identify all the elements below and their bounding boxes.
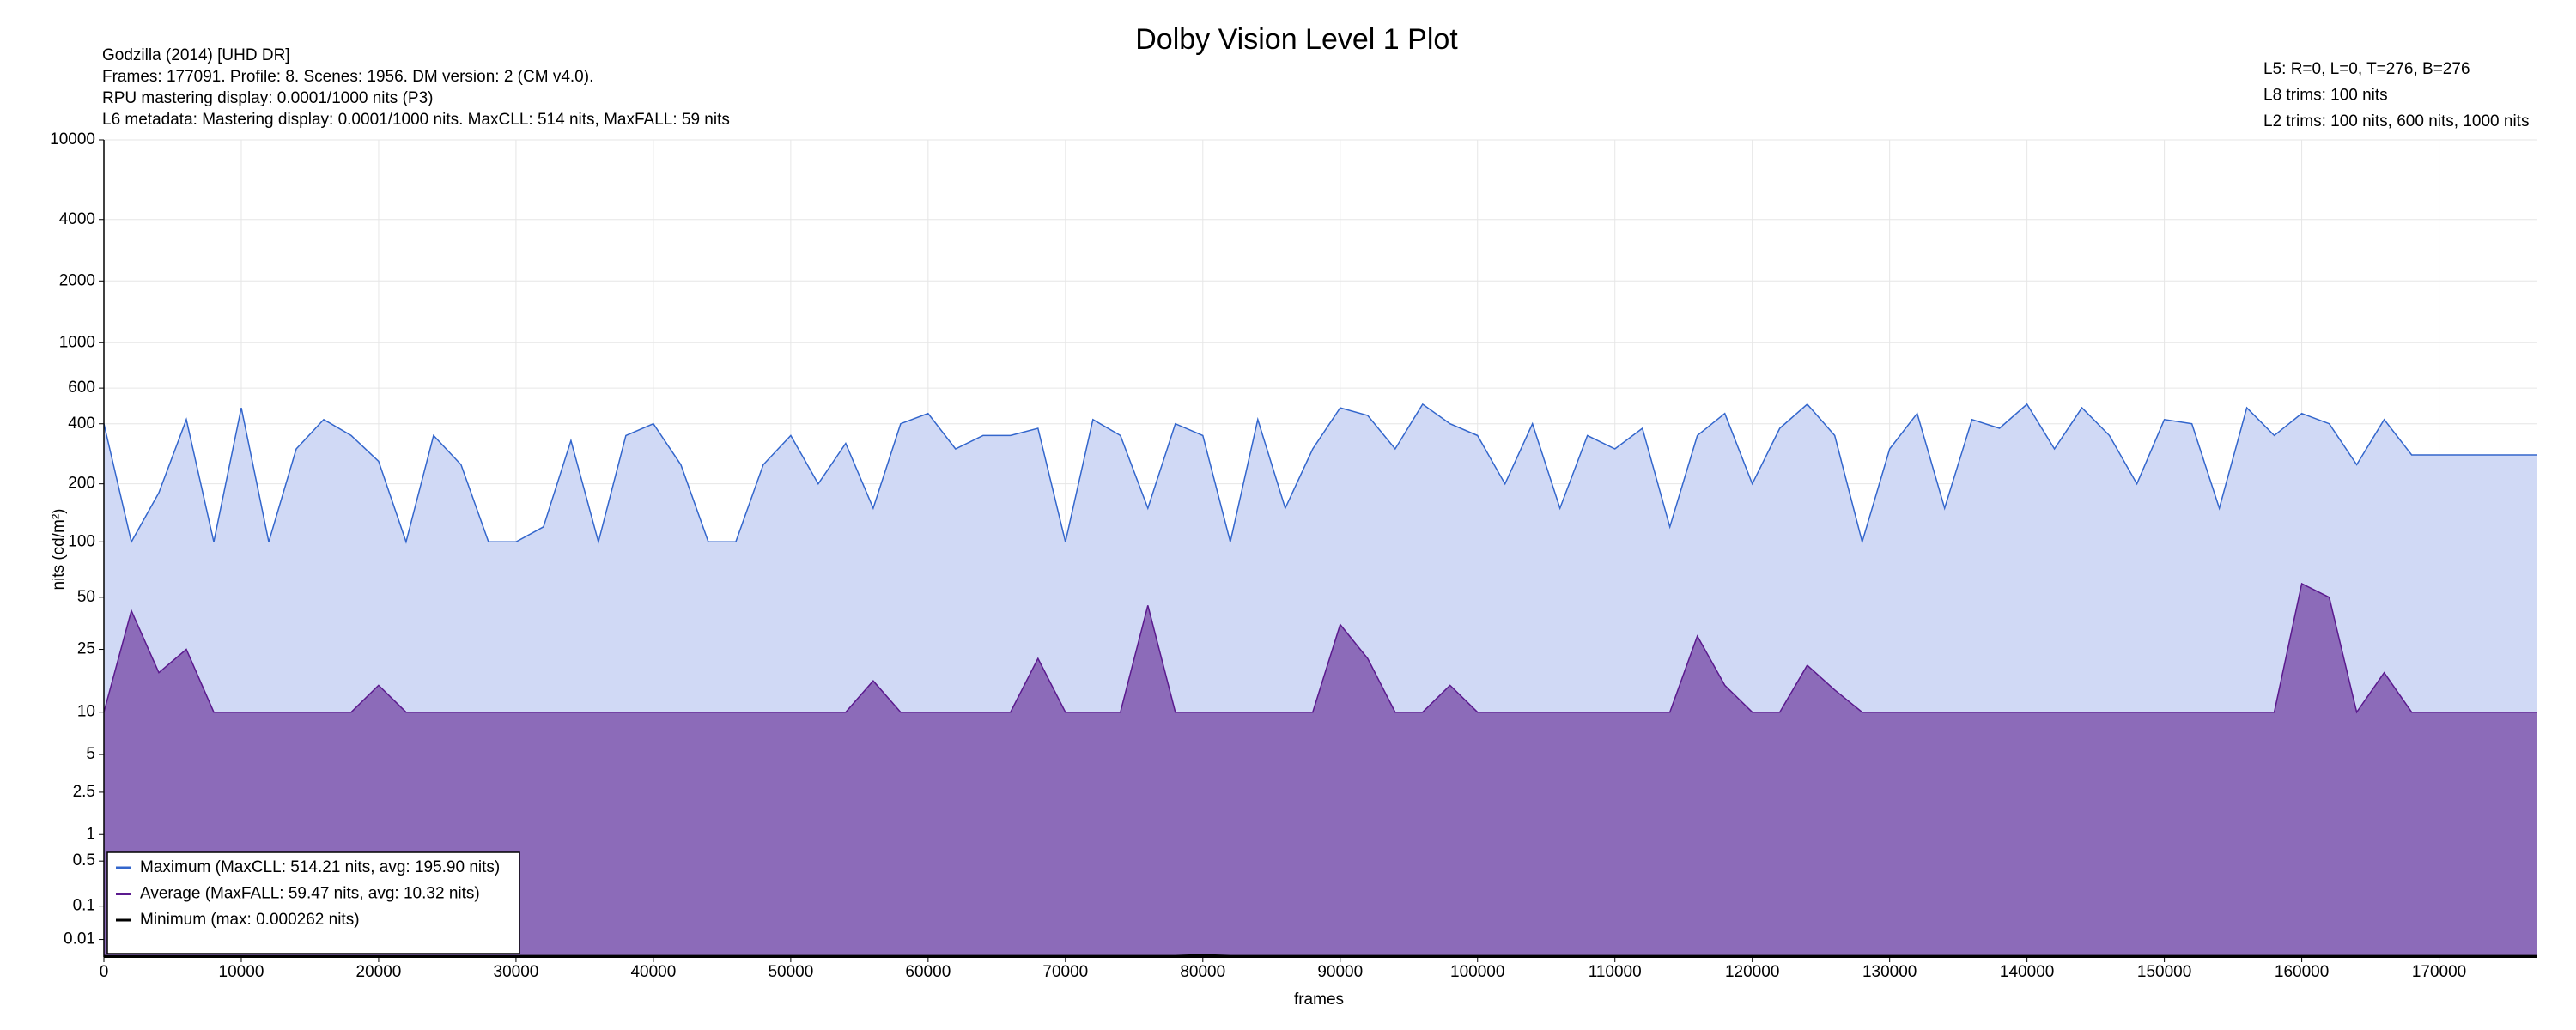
y-tick-label: 1	[86, 825, 95, 843]
legend-label: Average (MaxFALL: 59.47 nits, avg: 10.32…	[140, 885, 480, 903]
info-left: RPU mastering display: 0.0001/1000 nits …	[102, 89, 433, 107]
y-tick-label: 200	[68, 475, 95, 493]
x-tick-label: 100000	[1450, 963, 1504, 981]
info-left: L6 metadata: Mastering display: 0.0001/1…	[102, 111, 730, 129]
series-line	[104, 954, 2537, 957]
x-tick-label: 70000	[1042, 963, 1088, 981]
y-tick-label: 50	[77, 588, 95, 606]
y-tick-label: 2000	[59, 271, 95, 289]
y-tick-label: 0.5	[73, 851, 95, 869]
x-tick-label: 160000	[2275, 963, 2329, 981]
info-right: L2 trims: 100 nits, 600 nits, 1000 nits	[2263, 112, 2529, 130]
y-tick-label: 1000	[59, 333, 95, 351]
y-tick-label: 100	[68, 532, 95, 550]
y-tick-label: 5	[86, 745, 95, 763]
x-tick-label: 140000	[2000, 963, 2054, 981]
x-tick-label: 150000	[2137, 963, 2191, 981]
x-tick-label: 80000	[1180, 963, 1225, 981]
series-area	[104, 584, 2537, 957]
info-right: L5: R=0, L=0, T=276, B=276	[2263, 60, 2470, 78]
y-tick-label: 4000	[59, 210, 95, 228]
y-tick-label: 0.1	[73, 897, 95, 915]
x-tick-label: 20000	[356, 963, 402, 981]
legend: Maximum (MaxCLL: 514.21 nits, avg: 195.9…	[106, 851, 520, 954]
x-tick-label: 170000	[2412, 963, 2466, 981]
y-tick-label: 0.01	[64, 930, 95, 948]
x-tick-label: 90000	[1317, 963, 1363, 981]
y-tick-label: 400	[68, 415, 95, 433]
x-tick-label: 10000	[219, 963, 264, 981]
y-tick-label: 10	[77, 703, 95, 721]
y-tick-label: 2.5	[73, 783, 95, 801]
y-tick-label: 25	[77, 640, 95, 658]
info-left: Godzilla (2014) [UHD DR]	[102, 46, 290, 64]
x-tick-label: 110000	[1589, 963, 1642, 981]
x-axis-label: frames	[1294, 991, 1344, 1009]
x-tick-label: 50000	[768, 963, 813, 981]
info-right: L8 trims: 100 nits	[2263, 87, 2388, 105]
x-tick-label: 130000	[1862, 963, 1917, 981]
legend-box	[106, 851, 520, 954]
x-tick-label: 0	[100, 963, 109, 981]
legend-label: Maximum (MaxCLL: 514.21 nits, avg: 195.9…	[140, 858, 500, 876]
series-line	[103, 582, 2537, 714]
y-tick-label: 10000	[50, 130, 95, 148]
x-tick-label: 30000	[494, 963, 539, 981]
x-tick-label: 60000	[905, 963, 951, 981]
info-left: Frames: 177091. Profile: 8. Scenes: 1956…	[102, 68, 593, 86]
x-tick-label: 120000	[1725, 963, 1779, 981]
y-tick-label: 600	[68, 379, 95, 397]
series-line	[103, 403, 2537, 545]
legend-label: Minimum (max: 0.000262 nits)	[140, 911, 360, 929]
y-axis-label: nits (cd/m²)	[50, 509, 68, 591]
chart-title: Dolby Vision Level 1 Plot	[1135, 23, 1458, 56]
x-tick-label: 40000	[630, 963, 676, 981]
